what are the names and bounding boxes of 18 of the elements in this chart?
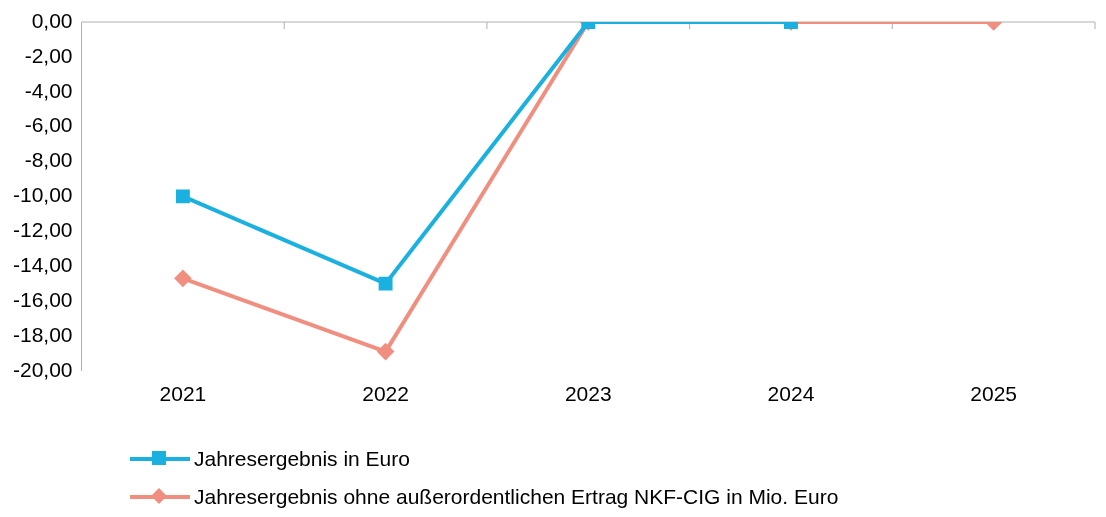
x-tick-label: 2025 xyxy=(970,382,1018,406)
x-tick-label: 2024 xyxy=(767,382,815,406)
legend-label: Jahresergebnis in Euro xyxy=(194,447,410,471)
x-tick-label: 2022 xyxy=(362,382,409,406)
y-tick-label: -8,00 xyxy=(24,148,73,172)
y-tick-label: -4,00 xyxy=(24,78,73,102)
y-tick-label: -12,00 xyxy=(13,218,73,242)
x-tick-label: 2021 xyxy=(159,382,207,406)
y-tick-label: -6,00 xyxy=(24,113,73,137)
y-tick-label: -16,00 xyxy=(13,287,73,311)
y-tick-label: -2,00 xyxy=(24,43,73,67)
legend-label: Jahresergebnis ohne außerordentlichen Ertrag NKF-CIG in Mio. Euro xyxy=(194,485,839,509)
y-tick-label: -20,00 xyxy=(13,357,73,381)
y-tick-label: 0,00 xyxy=(31,8,73,32)
x-tick-label: 2023 xyxy=(564,382,612,406)
y-tick-label: -10,00 xyxy=(13,183,73,207)
y-tick-label: -14,00 xyxy=(13,252,73,276)
y-tick-label: -18,00 xyxy=(13,322,73,346)
